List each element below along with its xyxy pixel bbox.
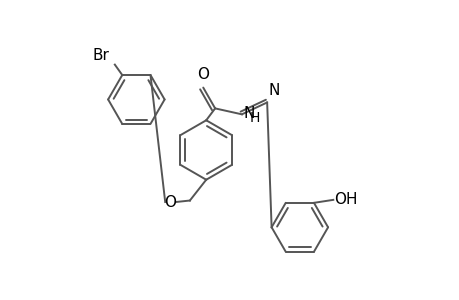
Text: N: N — [268, 83, 279, 98]
Text: Br: Br — [93, 48, 110, 63]
Text: H: H — [249, 112, 259, 125]
Text: O: O — [164, 194, 176, 209]
Text: OH: OH — [334, 192, 357, 207]
Text: O: O — [197, 67, 209, 82]
Text: N: N — [243, 106, 254, 121]
